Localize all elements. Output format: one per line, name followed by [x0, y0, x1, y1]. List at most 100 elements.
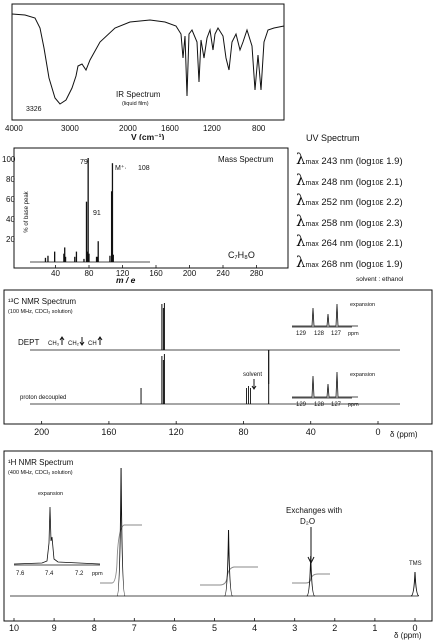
ir-tick-3000: 3000 [61, 124, 79, 133]
uv-epsilon-value: ε 2.1) [379, 176, 403, 188]
h1-x-ticks: 10 9 8 7 6 5 4 3 2 1 0 [8, 618, 432, 633]
uv-log: (log [355, 176, 372, 188]
uv-epsilon-value: ε 2.1) [379, 238, 403, 249]
ms-label-79: 79 [80, 159, 88, 166]
h1-peak-4.65 [224, 529, 234, 597]
ir-tick-1600: 1600 [161, 124, 179, 133]
uv-log: (log [355, 156, 372, 167]
ms-xtick-80: 80 [85, 269, 94, 278]
uv-epsilon-value: ε 1.9) [379, 156, 403, 167]
h1-xtick-6: 6 [172, 623, 177, 633]
ms-label-molecular-ion: M⁺· [115, 164, 127, 172]
c13-dept-ch3: CH₃ [48, 341, 60, 347]
c13-xtick-200: 200 [34, 427, 49, 437]
uv-solvent: solvent : ethanol [356, 276, 404, 283]
h1-xtick-10: 10 [9, 623, 19, 633]
uv-row-2: λmax 252 nm (log10ε 2.2) [296, 191, 403, 209]
uv-log-sub: 10 [371, 200, 380, 207]
uv-max-sub: max [305, 241, 319, 248]
mass-spectrum: 100 80 60 40 20 % of base peak Mass Spec… [2, 147, 289, 284]
uv-log-sub: 10 [371, 159, 380, 166]
c13-exp-dec-tick-129: 129 [296, 402, 307, 408]
h1-expansion: expansion 7.6 7.4 7.2 ppm [13, 491, 103, 577]
h1-subtitle: (400 MHz, CDCl₃ solution) [8, 470, 73, 476]
uv-log: (log [355, 238, 372, 249]
h1-peaks [116, 467, 420, 597]
ms-xtick-160: 160 [149, 269, 163, 278]
ms-y-ticks: 100 80 60 40 20 [2, 155, 16, 244]
h1-xtick-0: 0 [412, 623, 417, 633]
uv-log: (log [355, 217, 372, 229]
h1-xtick-3: 3 [292, 623, 297, 633]
uv-epsilon-value: ε 2.2) [379, 197, 403, 208]
uv-lambda: λ [296, 211, 306, 230]
c13-expansion-decoupled: expansion 129 128 127 ppm [292, 371, 375, 408]
ms-label-108: 108 [138, 165, 150, 172]
ir-tick-2000: 2000 [119, 124, 137, 133]
uv-max-sub: max [305, 220, 319, 228]
h1-peak-0 [410, 571, 420, 597]
c13-exp-dec-tick-ppm: ppm [348, 402, 359, 408]
ms-ytick-20: 20 [6, 235, 15, 244]
ms-x-ticks: 40 80 120 160 200 240 280 [51, 265, 264, 278]
c13-subtitle: (100 MHz, CDCl₃ solution) [8, 309, 73, 315]
h1-xtick-7: 7 [132, 623, 137, 633]
h1-integral-ch2 [200, 566, 258, 586]
h1-peak-7.33 [116, 467, 126, 597]
uv-log-sub: 10 [371, 261, 380, 269]
ir-x-axis-label: V (cm⁻¹) [131, 132, 164, 140]
ir-tick-1200: 1200 [203, 124, 221, 133]
ms-ytick-60: 60 [6, 195, 15, 204]
c13-expansion-dept: expansion 129 128 127 ppm [292, 302, 375, 337]
uv-lambda: λ [296, 150, 306, 168]
ms-xtick-40: 40 [51, 269, 60, 278]
h1-exp-tick-ppm: ppm [92, 571, 103, 577]
c13-xtick-40: 40 [306, 427, 316, 437]
c13-solvent-arrow [251, 379, 257, 390]
ir-title: IR Spectrum [116, 90, 161, 99]
uv-epsilon-value: ε 2.3) [379, 217, 403, 229]
h1-frame [3, 450, 433, 622]
c13-x-axis-label: δ (ppm) [390, 430, 418, 439]
uv-log: (log [355, 197, 372, 208]
ir-x-ticks: 4000 3000 2000 1600 1200 800 [5, 124, 266, 133]
ms-ytick-100: 100 [2, 155, 16, 164]
h1-exp-tick-7.2: 7.2 [75, 571, 84, 577]
c13-dept-ch2: CH₂ [68, 341, 80, 347]
ms-xtick-280: 280 [250, 269, 264, 278]
h1-exchange-note-line2: D₂O [300, 517, 315, 526]
h1-expansion-trace [13, 506, 101, 565]
c13-dept-legend: CH₃ CH₂ CH [48, 336, 103, 347]
h1-expansion-label: expansion [38, 491, 63, 497]
c13-dept-arrow-up-ch3 [59, 336, 65, 345]
uv-max-sub: max [305, 261, 319, 269]
uv-lambda: λ [296, 170, 306, 189]
h1-xtick-8: 8 [92, 623, 97, 633]
c13-nmr-spectrum: ¹³C NMR Spectrum (100 MHz, CDCl₃ solutio… [3, 289, 433, 439]
uv-nm: 243 nm [318, 156, 356, 167]
h1-xtick-2: 2 [332, 623, 337, 633]
uv-title: UV Spectrum [306, 133, 360, 143]
ms-bars [30, 158, 150, 263]
c13-xtick-160: 160 [101, 427, 116, 437]
ir-trace [11, 13, 285, 105]
ir-tick-4000: 4000 [5, 124, 23, 133]
c13-decoupled-peaks [140, 350, 270, 404]
h1-exchange-arrow [307, 527, 315, 565]
h1-title: ¹H NMR Spectrum [8, 458, 74, 467]
c13-expansion-dept-label: expansion [350, 302, 375, 308]
uv-log-sub: 10 [371, 179, 380, 187]
h1-integral-aromatic [100, 524, 142, 584]
c13-expansion-dept-trace [292, 303, 358, 327]
ms-y-axis-label: % of base peak [24, 190, 30, 232]
ir-spectrum: IR Spectrum (liquid film) 3326 4000 3000… [5, 3, 285, 140]
ms-xtick-200: 200 [183, 269, 197, 278]
uv-nm: 264 nm [318, 238, 356, 249]
h1-xtick-1: 1 [372, 623, 377, 633]
c13-expansion-dec-label: expansion [350, 372, 375, 378]
c13-x-ticks: 200 160 120 80 40 0 [8, 421, 432, 437]
c13-solvent-label: solvent [243, 372, 262, 378]
h1-xtick-9: 9 [52, 623, 57, 633]
uv-row-3: λmax 258 nm (log10ε 2.3) [296, 212, 403, 230]
c13-xtick-80: 80 [238, 427, 248, 437]
